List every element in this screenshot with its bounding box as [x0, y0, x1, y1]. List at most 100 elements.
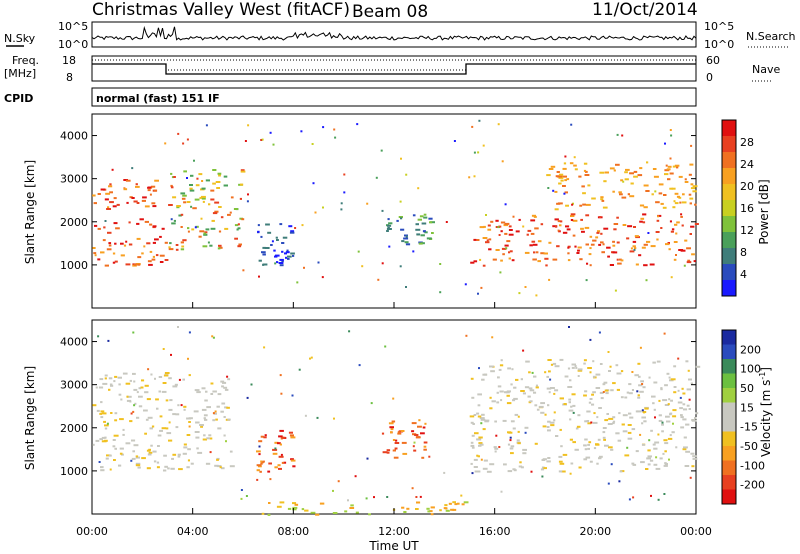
heatmap-speckle [340, 208, 343, 211]
heatmap-cell [528, 387, 533, 390]
heatmap-cell [484, 419, 490, 422]
heatmap-cell [672, 409, 677, 412]
heatmap-speckle [572, 411, 575, 414]
heatmap-cell [599, 216, 602, 219]
heatmap-cell [100, 469, 105, 472]
heatmap-cell [627, 431, 632, 434]
heatmap-cell [220, 216, 224, 219]
heatmap-cell [234, 237, 238, 240]
heatmap-cell [481, 378, 485, 381]
heatmap-cell [403, 511, 407, 513]
plot-title: Christmas Valley West (fitACF) [92, 0, 350, 20]
heatmap-speckle [104, 220, 107, 222]
heatmap-cell [495, 219, 499, 222]
heatmap-cell [612, 240, 615, 243]
heatmap-speckle [333, 417, 335, 420]
heatmap-cell [677, 389, 680, 392]
heatmap-cell [191, 228, 195, 231]
heatmap-speckle [258, 445, 261, 448]
heatmap-cell [217, 172, 222, 175]
heatmap-cell [273, 249, 276, 252]
heatmap-cell [574, 448, 579, 451]
heatmap-cell [205, 462, 211, 465]
heatmap-speckle [365, 497, 368, 500]
heatmap-cell [426, 237, 432, 240]
heatmap-cell [430, 513, 434, 516]
heatmap-speckle [577, 375, 580, 377]
heatmap-cell [605, 392, 609, 395]
heatmap-speckle [690, 144, 693, 147]
heatmap-cell [397, 432, 402, 435]
heatmap-cell [227, 213, 231, 216]
heatmap-speckle [673, 200, 676, 203]
heatmap-cell [647, 455, 652, 458]
heatmap-cell [668, 398, 671, 401]
velocity-colorbar-swatch [722, 330, 736, 345]
heatmap-cell [203, 232, 207, 235]
heatmap-cell [588, 441, 592, 444]
heatmap-cell [621, 196, 627, 199]
heatmap-cell [589, 460, 593, 463]
heatmap-cell [542, 425, 547, 428]
heatmap-cell [424, 422, 427, 425]
heatmap-cell [159, 261, 164, 263]
heatmap-cell [199, 230, 205, 233]
heatmap-cell [634, 235, 639, 238]
heatmap-cell [574, 365, 577, 367]
heatmap-cell [188, 374, 191, 377]
heatmap-cell [507, 367, 511, 370]
heatmap-cell [181, 197, 186, 200]
heatmap-cell [290, 252, 295, 255]
heatmap-cell [162, 382, 167, 384]
heatmap-cell [497, 385, 502, 388]
heatmap-cell [319, 502, 325, 505]
heatmap-cell [546, 460, 551, 463]
heatmap-cell [639, 167, 643, 170]
heatmap-cell [609, 264, 614, 266]
heatmap-cell [663, 464, 668, 467]
heatmap-cell [100, 466, 104, 469]
heatmap-cell [651, 193, 654, 196]
heatmap-cell [558, 173, 564, 176]
freq-trace [92, 63, 696, 75]
heatmap-speckle [664, 142, 666, 145]
heatmap-speckle [670, 276, 673, 279]
heatmap-cell [267, 231, 272, 234]
heatmap-cell [589, 371, 592, 374]
heatmap-cell [558, 460, 563, 463]
heatmap-cell [180, 241, 184, 244]
heatmap-cell [683, 446, 688, 449]
heatmap-speckle [616, 258, 619, 261]
heatmap-cell [301, 508, 305, 511]
heatmap-cell [482, 428, 486, 431]
heatmap-cell [493, 446, 497, 449]
heatmap-cell [504, 222, 510, 225]
heatmap-cell [141, 457, 146, 460]
heatmap-cell [268, 462, 272, 465]
heatmap-cell [310, 511, 316, 514]
heatmap-cell [97, 193, 101, 195]
heatmap-cell [529, 244, 533, 247]
heatmap-cell [531, 240, 536, 243]
heatmap-cell [171, 457, 174, 460]
heatmap-cell [666, 168, 671, 171]
heatmap-cell [691, 465, 695, 468]
heatmap-cell [147, 186, 151, 189]
heatmap-cell [641, 416, 646, 419]
heatmap-cell [489, 365, 494, 368]
heatmap-speckle [500, 490, 503, 493]
power-colorbar-tick: 4 [740, 268, 747, 281]
heatmap-cell [555, 435, 559, 437]
heatmap-cell [210, 198, 215, 201]
heatmap-speckle [531, 371, 534, 374]
heatmap-cell [495, 249, 500, 251]
heatmap-cell [692, 190, 697, 193]
nsearch-label: N.Search [746, 30, 796, 43]
heatmap-cell [161, 390, 167, 393]
heatmap-cell [503, 463, 507, 466]
heatmap-cell [544, 413, 547, 416]
heatmap-cell [514, 413, 519, 416]
heatmap-cell [174, 383, 178, 386]
heatmap-speckle [170, 218, 173, 221]
